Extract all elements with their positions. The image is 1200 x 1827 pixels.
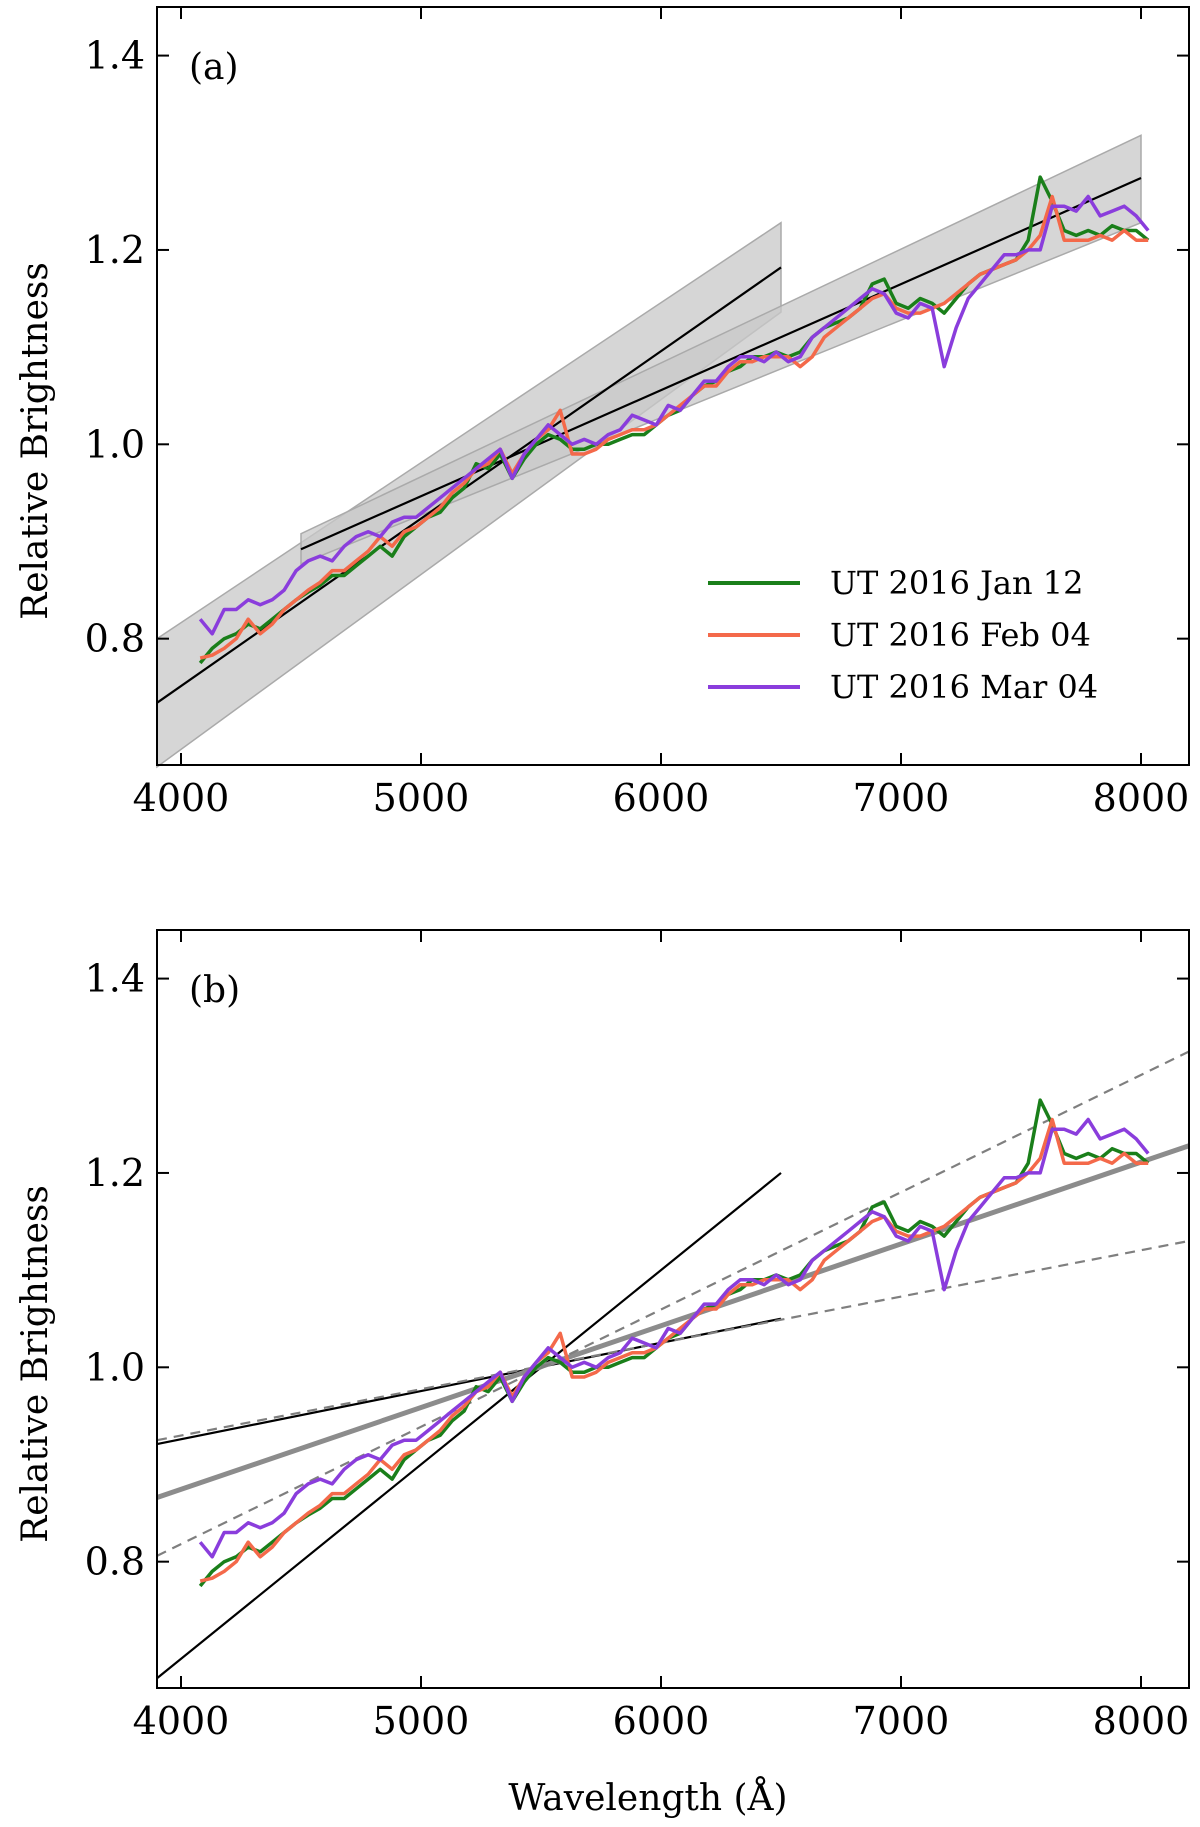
panel-a-y-axis-title: Relative Brightness [15, 262, 56, 620]
x-tick-label: 5000 [373, 776, 470, 820]
lower-dashed-line [156, 1239, 1190, 1442]
y-tick-label: 0.8 [85, 617, 145, 661]
legend-label-jan-12: UT 2016 Jan 12 [830, 564, 1084, 602]
x-tick-label: 6000 [613, 776, 710, 820]
panel-a-label: (a) [189, 47, 239, 88]
y-tick-label: 1.0 [85, 422, 145, 466]
panel-b-y-ticks: 0.8 1.0 1.2 1.4 [85, 957, 1189, 1584]
panel-b-axes-frame [156, 929, 1190, 1689]
x-tick-label: 6000 [613, 1699, 710, 1743]
y-tick-label: 1.2 [85, 228, 145, 272]
panel-a-spectra [198, 175, 1150, 665]
y-tick-label: 1.0 [85, 1345, 145, 1389]
y-tick-label: 1.4 [85, 957, 145, 1001]
mean-fit-line [156, 1143, 1190, 1500]
panel-b-x-ticks: 4000 5000 6000 7000 8000 [133, 930, 1190, 1743]
panel-a-y-ticks: 0.8 1.0 1.2 1.4 [85, 34, 1189, 661]
panel-b-y-axis-title: Relative Brightness [15, 1185, 56, 1543]
series-line-ut-2016-jan-12 [198, 1098, 1150, 1588]
x-axis-title: Wavelength (Å) [508, 1777, 787, 1819]
y-tick-label: 1.4 [85, 34, 145, 78]
fit-red-line [300, 177, 1142, 551]
panel-b-spectra [198, 1098, 1150, 1588]
legend: UT 2016 Jan 12 UT 2016 Feb 04 UT 2016 Ma… [708, 564, 1098, 706]
series-line-ut-2016-mar-04 [198, 1117, 1150, 1559]
y-tick-label: 1.2 [85, 1151, 145, 1195]
legend-label-feb-04: UT 2016 Feb 04 [830, 616, 1091, 654]
legend-label-mar-04: UT 2016 Mar 04 [830, 668, 1098, 706]
panel-b-label: (b) [189, 970, 240, 1011]
series-line-ut-2016-feb-04 [199, 1117, 1149, 1583]
panel-a-axes-frame [156, 6, 1190, 766]
series-line-ut-2016-mar-04 [198, 194, 1150, 636]
x-tick-label: 4000 [133, 776, 230, 820]
x-tick-label: 7000 [853, 776, 950, 820]
x-tick-label: 5000 [373, 1699, 470, 1743]
panel-b-model-lines [156, 1050, 1190, 1680]
upper-dashed-line [156, 1050, 1190, 1557]
panel-b: 4000 5000 6000 7000 8000 0.8 1.0 1.2 1.4 (b) Re… [15, 929, 1190, 1819]
x-tick-label: 7000 [853, 1699, 950, 1743]
panel-a: 4000 5000 6000 7000 8000 0.8 1.0 1.2 1.4 (a) Re… [15, 6, 1190, 820]
band-red [300, 134, 1142, 565]
fit-blue-line [156, 266, 782, 704]
steep-fit-line [156, 1172, 782, 1680]
x-tick-label: 4000 [133, 1699, 230, 1743]
y-tick-label: 0.8 [85, 1540, 145, 1584]
panel-a-x-ticks: 4000 5000 6000 7000 8000 [133, 7, 1190, 820]
x-tick-label: 8000 [1093, 1699, 1190, 1743]
x-tick-label: 8000 [1093, 776, 1190, 820]
